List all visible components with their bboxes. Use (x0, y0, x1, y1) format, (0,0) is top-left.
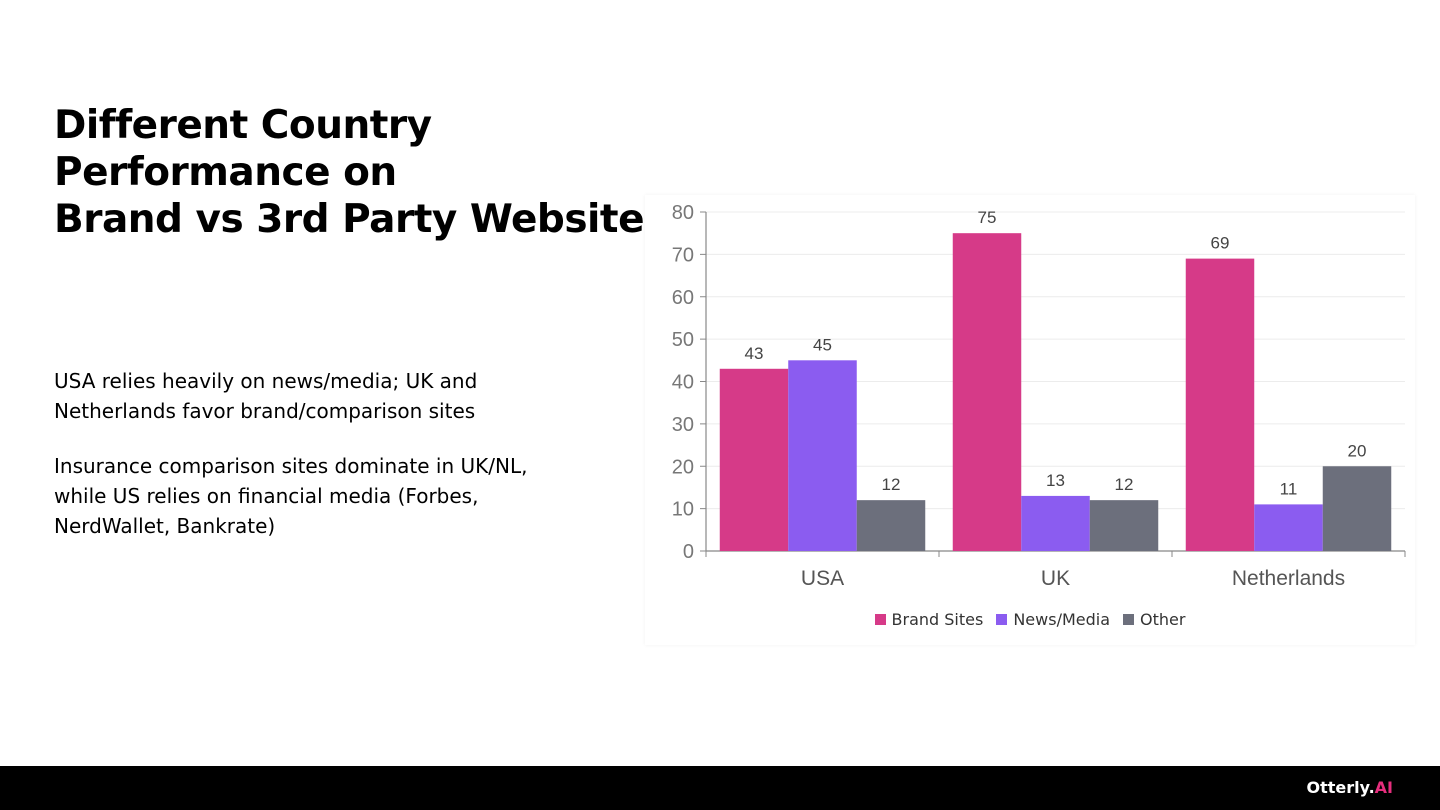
bar (856, 500, 926, 551)
paragraph-line: Netherlands favor brand/comparison sites (54, 399, 476, 423)
bar (1254, 504, 1323, 551)
paragraph-line: USA relies heavily on news/media; UK and (54, 369, 478, 393)
bar (1185, 258, 1255, 551)
bar-chart-panel: 0 10 20 30 40 50 60 70 80 43 45 12 USA 75 13 12 UK 69 11 20… (645, 195, 1415, 645)
bar (1089, 500, 1159, 551)
legend-swatch (996, 614, 1008, 625)
data-label: 43 (745, 344, 764, 363)
title-line: Performance on (54, 150, 397, 195)
brand-logo: Otterly.AI (1306, 778, 1393, 797)
paragraph-line: Insurance comparison sites dominate in U… (54, 454, 528, 478)
y-tick-label: 10 (672, 499, 694, 521)
title-line: Different Country (54, 103, 432, 148)
y-tick-label: 50 (672, 329, 694, 351)
bar (952, 233, 1022, 551)
bar (1322, 466, 1392, 551)
brand-suffix: AI (1374, 778, 1393, 797)
insight-paragraph-news-media: USA relies heavily on news/media; UK and… (54, 366, 614, 426)
x-category-label: Netherlands (1232, 567, 1345, 590)
y-tick-label: 70 (672, 244, 694, 266)
bar (788, 360, 857, 551)
x-category-label: UK (1041, 567, 1070, 590)
legend-label: Other (1140, 610, 1186, 629)
y-tick-label: 20 (672, 456, 694, 478)
bar (719, 368, 789, 551)
slide-title: Different Country Performance on Brand v… (54, 102, 667, 243)
bar-chart: 0 10 20 30 40 50 60 70 80 43 45 12 USA 75 13 12 UK 69 11 20… (672, 202, 1406, 590)
footer-bar: Otterly.AI (0, 766, 1440, 810)
legend-item-other: Other (1123, 610, 1185, 629)
x-category-label: USA (801, 567, 844, 590)
insight-paragraph-insurance: Insurance comparison sites dominate in U… (54, 451, 614, 541)
legend-item-news-media: News/Media (996, 610, 1110, 629)
bar (1021, 495, 1090, 551)
y-tick-label: 60 (672, 287, 694, 309)
data-label: 69 (1211, 234, 1230, 253)
legend-item-brand-sites: Brand Sites (874, 610, 984, 629)
data-label: 11 (1280, 479, 1298, 498)
brand-name: Otterly. (1306, 778, 1375, 797)
paragraph-line: while US relies on financial media (Forb… (54, 484, 479, 508)
y-tick-label: 0 (683, 541, 694, 563)
data-label: 13 (1046, 471, 1065, 490)
data-label: 45 (813, 335, 832, 354)
legend-label: Brand Sites (891, 610, 984, 629)
y-tick-label: 30 (672, 414, 694, 436)
legend-swatch (874, 614, 886, 625)
y-tick-label: 40 (672, 372, 694, 394)
chart-legend: Brand Sites News/Media Other (645, 610, 1415, 629)
legend-label: News/Media (1013, 610, 1111, 629)
data-label: 75 (978, 208, 997, 227)
data-label: 12 (882, 475, 901, 494)
title-line: Brand vs 3rd Party Websites (54, 197, 667, 242)
data-label: 12 (1115, 475, 1134, 494)
data-label: 20 (1348, 441, 1367, 460)
paragraph-line: NerdWallet, Bankrate) (54, 514, 276, 538)
legend-swatch (1123, 614, 1135, 625)
y-tick-label: 80 (672, 202, 694, 224)
